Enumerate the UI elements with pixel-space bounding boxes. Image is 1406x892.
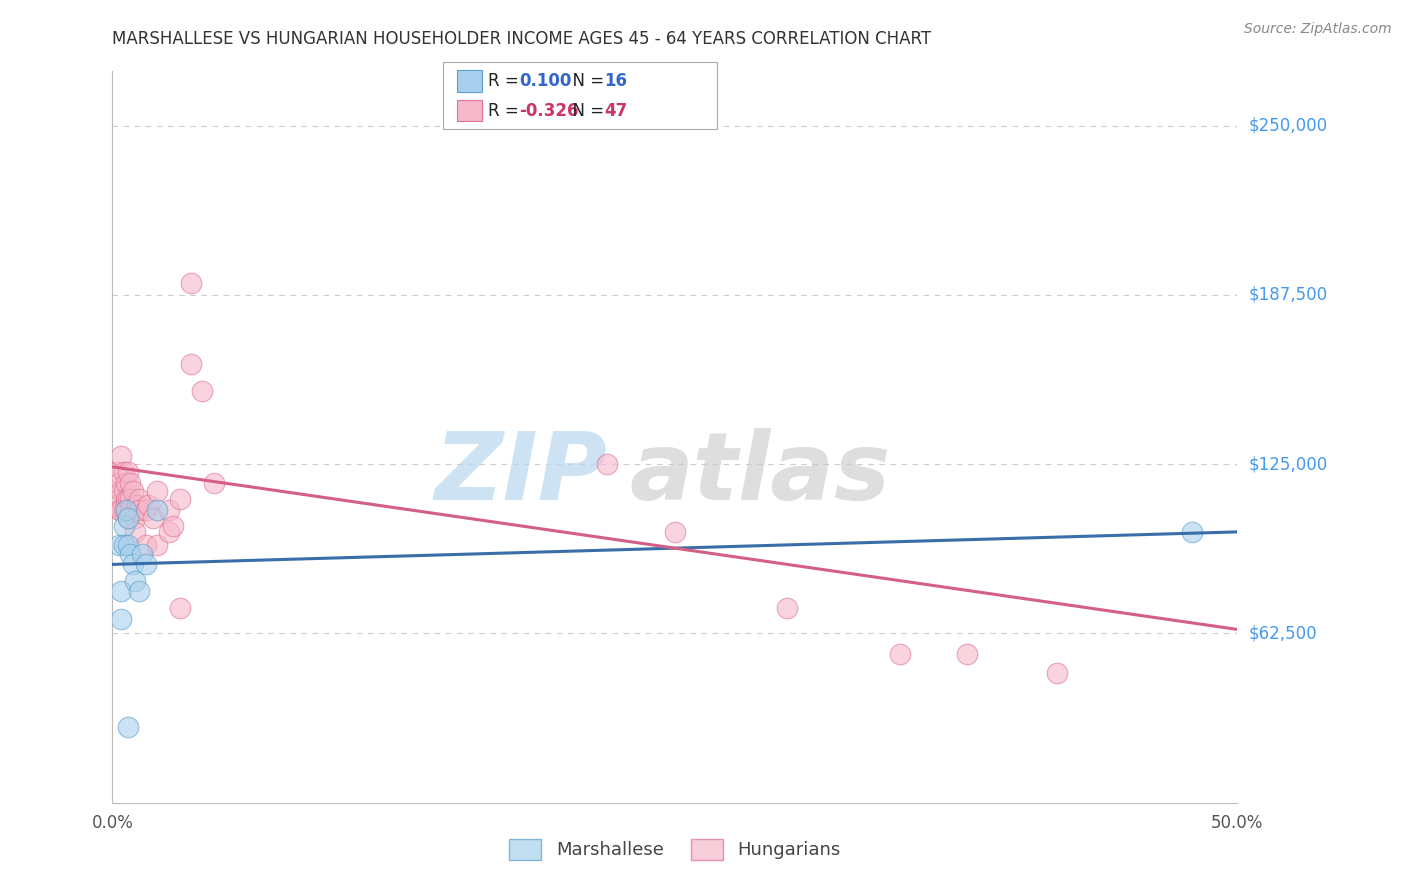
Point bbox=[112, 465, 135, 479]
Point bbox=[115, 476, 138, 491]
Point bbox=[202, 476, 225, 491]
Point bbox=[127, 498, 149, 512]
Point bbox=[128, 492, 150, 507]
Point bbox=[664, 524, 686, 539]
Point bbox=[105, 465, 128, 479]
Point bbox=[135, 538, 157, 552]
Point bbox=[117, 511, 139, 525]
Point bbox=[146, 503, 169, 517]
Text: 16: 16 bbox=[605, 72, 627, 90]
Text: atlas: atlas bbox=[630, 427, 891, 520]
Point bbox=[889, 647, 911, 661]
Point bbox=[115, 503, 138, 517]
Point bbox=[120, 492, 142, 507]
Point bbox=[135, 503, 157, 517]
Point bbox=[180, 276, 202, 290]
Point bbox=[110, 584, 132, 599]
Point bbox=[191, 384, 214, 398]
Point bbox=[117, 511, 139, 525]
Point bbox=[117, 465, 139, 479]
Point bbox=[138, 498, 160, 512]
Point bbox=[112, 503, 135, 517]
Text: ZIP: ZIP bbox=[434, 427, 607, 520]
Legend: Marshallese, Hungarians: Marshallese, Hungarians bbox=[502, 831, 848, 867]
Point bbox=[117, 720, 139, 734]
Point bbox=[121, 558, 143, 572]
Point bbox=[776, 600, 799, 615]
Point bbox=[596, 457, 619, 471]
Point bbox=[146, 484, 169, 499]
Point bbox=[110, 611, 132, 625]
Text: $125,000: $125,000 bbox=[1249, 455, 1327, 473]
Point bbox=[157, 524, 180, 539]
Text: $250,000: $250,000 bbox=[1249, 117, 1327, 135]
Point bbox=[112, 519, 135, 533]
Point bbox=[124, 574, 146, 588]
Point bbox=[121, 484, 143, 499]
Point bbox=[169, 492, 191, 507]
Y-axis label: Householder Income Ages 45 - 64 years: Householder Income Ages 45 - 64 years bbox=[0, 271, 8, 603]
Point bbox=[124, 511, 146, 525]
Point bbox=[142, 511, 165, 525]
Point bbox=[108, 503, 131, 517]
Point bbox=[115, 503, 138, 517]
Text: Source: ZipAtlas.com: Source: ZipAtlas.com bbox=[1244, 22, 1392, 37]
Text: N =: N = bbox=[562, 102, 610, 120]
Point bbox=[110, 449, 132, 463]
Point bbox=[117, 492, 139, 507]
Point bbox=[120, 503, 142, 517]
Point bbox=[169, 600, 191, 615]
Text: $187,500: $187,500 bbox=[1249, 285, 1327, 304]
Point bbox=[112, 484, 135, 499]
Point bbox=[1046, 665, 1069, 680]
Point bbox=[124, 524, 146, 539]
Text: 0.100: 0.100 bbox=[519, 72, 571, 90]
Text: -0.326: -0.326 bbox=[519, 102, 578, 120]
Point bbox=[124, 503, 146, 517]
Point bbox=[956, 647, 979, 661]
Point bbox=[162, 519, 184, 533]
Point bbox=[146, 538, 169, 552]
Point bbox=[108, 492, 131, 507]
Point bbox=[108, 476, 131, 491]
Point bbox=[135, 558, 157, 572]
Point bbox=[110, 503, 132, 517]
Text: N =: N = bbox=[562, 72, 610, 90]
Point bbox=[120, 547, 142, 561]
Point bbox=[1181, 524, 1204, 539]
Text: $62,500: $62,500 bbox=[1249, 624, 1317, 642]
Point bbox=[112, 538, 135, 552]
Point bbox=[115, 492, 138, 507]
Text: R =: R = bbox=[488, 102, 524, 120]
Point bbox=[117, 538, 139, 552]
Text: R =: R = bbox=[488, 72, 524, 90]
Point bbox=[128, 584, 150, 599]
Point bbox=[110, 484, 132, 499]
Point bbox=[128, 503, 150, 517]
Point bbox=[120, 476, 142, 491]
Text: MARSHALLESE VS HUNGARIAN HOUSEHOLDER INCOME AGES 45 - 64 YEARS CORRELATION CHART: MARSHALLESE VS HUNGARIAN HOUSEHOLDER INC… bbox=[112, 29, 932, 47]
Point bbox=[108, 538, 131, 552]
Point bbox=[157, 503, 180, 517]
Point bbox=[180, 357, 202, 371]
Point bbox=[131, 547, 153, 561]
Text: 47: 47 bbox=[605, 102, 628, 120]
